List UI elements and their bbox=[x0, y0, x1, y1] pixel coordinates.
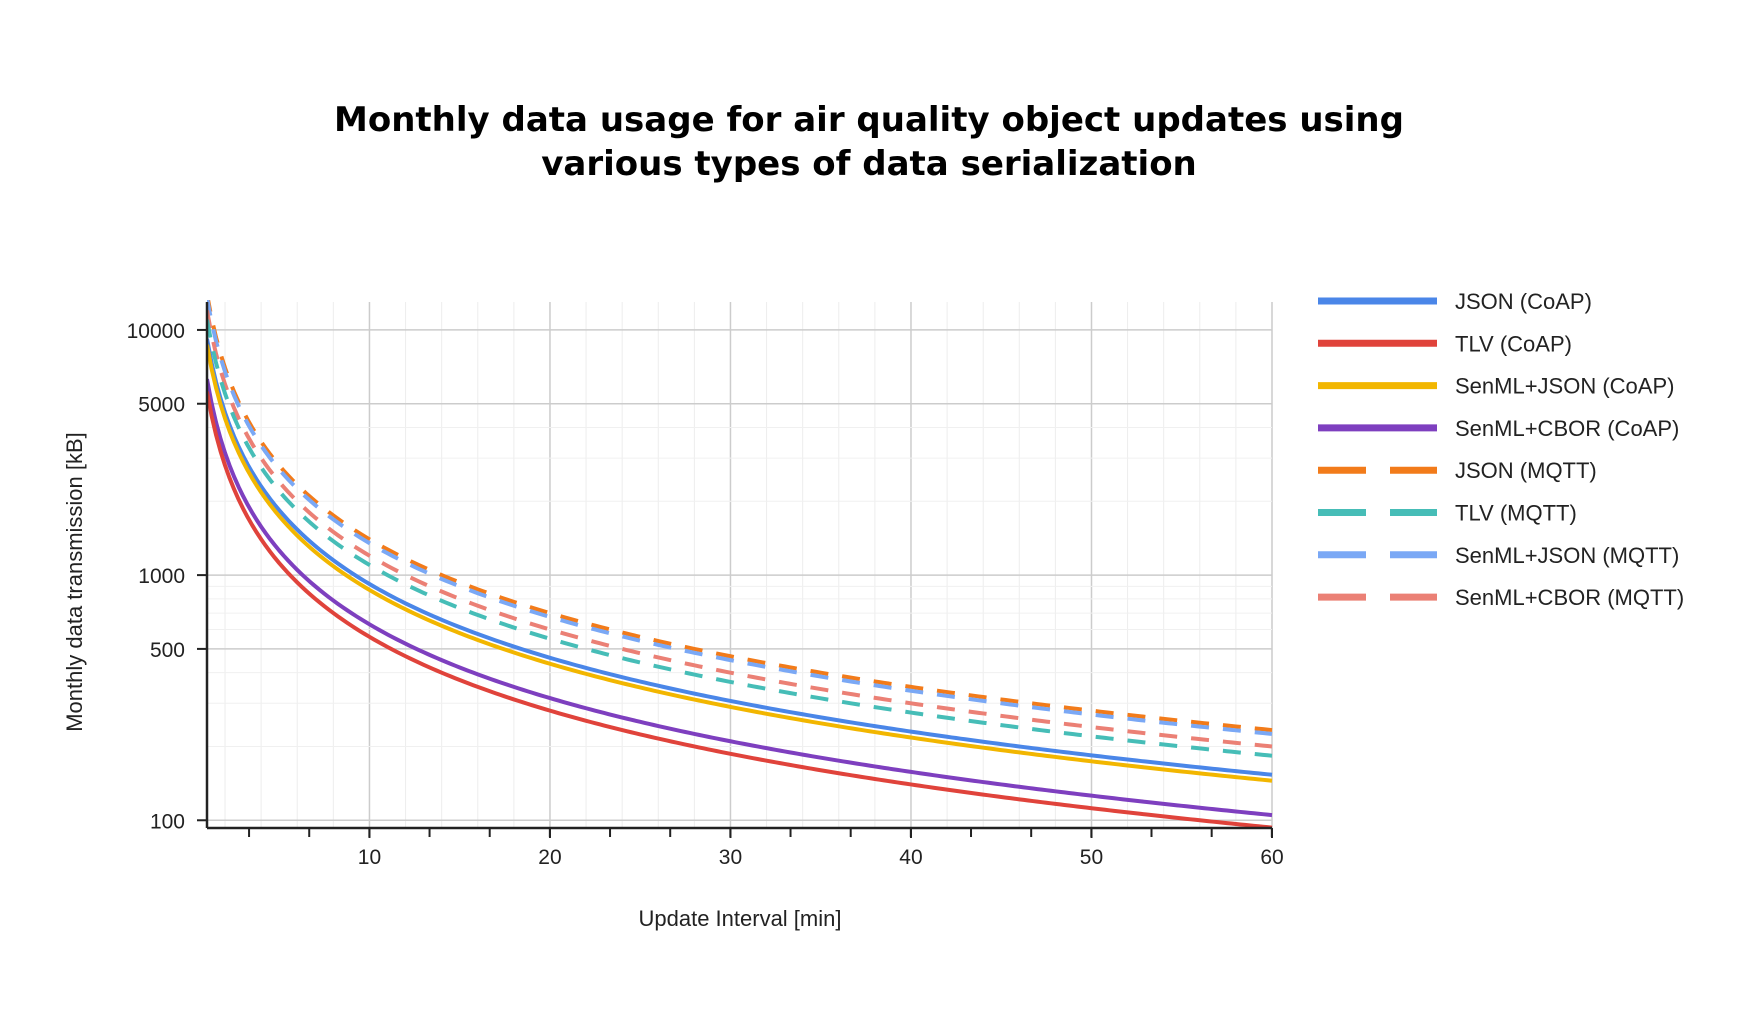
series-line-senml-json-mqtt bbox=[207, 300, 1273, 736]
y-tick-label: 1000 bbox=[138, 565, 185, 588]
y-tick-label: 500 bbox=[150, 639, 185, 662]
series-lines bbox=[207, 300, 1273, 828]
series-line-tlv-mqtt bbox=[207, 319, 1273, 758]
y-tick-label: 100 bbox=[150, 810, 185, 833]
series-line-json-mqtt bbox=[207, 300, 1273, 733]
chart-title-line-1: Monthly data usage for air quality objec… bbox=[334, 100, 1404, 140]
x-tick-label: 10 bbox=[358, 846, 381, 869]
series-line-tlv-coap bbox=[207, 391, 1273, 828]
legend-label: TLV (CoAP) bbox=[1455, 331, 1572, 356]
x-axis-ticks: 10 20 30 40 50 60 bbox=[248, 828, 1284, 869]
legend-label: TLV (MQTT) bbox=[1455, 501, 1577, 526]
y-tick-label: 5000 bbox=[138, 394, 185, 417]
series-line-senml-json-coap bbox=[207, 344, 1273, 783]
x-tick-label: 50 bbox=[1080, 846, 1103, 869]
y-axis-label: Monthly data transmission [kB] bbox=[62, 432, 87, 732]
legend-label: JSON (CoAP) bbox=[1455, 289, 1592, 314]
y-axis-ticks: 100 500 1000 5000 10000 bbox=[127, 320, 207, 833]
x-tick-label: 30 bbox=[719, 846, 742, 869]
legend-label: JSON (MQTT) bbox=[1455, 458, 1597, 483]
x-tick-label: 20 bbox=[538, 846, 561, 869]
x-axis-label: Update Interval [min] bbox=[639, 906, 842, 931]
series-line-json-coap bbox=[207, 338, 1273, 777]
legend-label: SenML+CBOR (CoAP) bbox=[1455, 416, 1679, 441]
legend-label: SenML+JSON (MQTT) bbox=[1455, 543, 1679, 568]
x-tick-label: 40 bbox=[899, 846, 922, 869]
legend: JSON (CoAP) TLV (CoAP) SenML+JSON (CoAP) Se… bbox=[1318, 289, 1684, 610]
chart-title: Monthly data usage for air quality objec… bbox=[334, 100, 1404, 184]
legend-label: SenML+JSON (CoAP) bbox=[1455, 374, 1674, 399]
y-tick-label: 10000 bbox=[127, 320, 185, 343]
series-line-senml-cbor-mqtt bbox=[207, 310, 1273, 749]
x-tick-label: 60 bbox=[1260, 846, 1283, 869]
axes bbox=[205, 302, 1272, 830]
series-line-senml-cbor-coap bbox=[207, 378, 1273, 818]
chart-title-line-2: various types of data serialization bbox=[541, 144, 1197, 184]
legend-label: SenML+CBOR (MQTT) bbox=[1455, 585, 1684, 610]
